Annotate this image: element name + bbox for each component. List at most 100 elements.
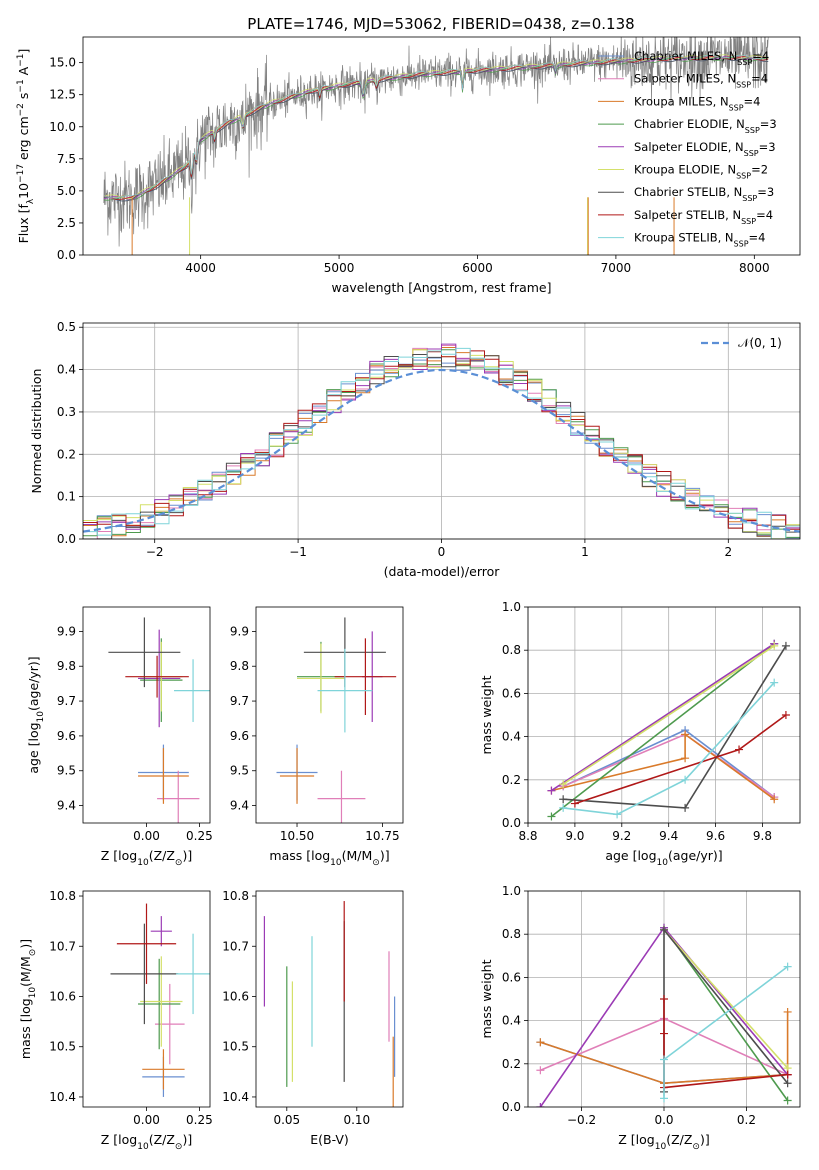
text-part: SSP [745, 126, 760, 135]
y-tick-label: 9.8 [230, 659, 249, 673]
x-tick-label: 9.6 [706, 829, 725, 843]
y-tick-label: 0.4 [502, 730, 521, 744]
y-axis-label: Normed distribution [29, 369, 44, 494]
text-part: erg cm [16, 116, 31, 164]
y-tick-label: 0.4 [57, 363, 76, 377]
legend-label-chabrier-stelib: Chabrier STELIB, NSSP=3 [634, 185, 774, 203]
text-part: =4 [751, 72, 768, 86]
y-tick-label: 0.8 [502, 927, 521, 941]
axes-frame [255, 606, 404, 824]
plot-area [110, 903, 210, 1097]
weight-marker-salpeter-stelib [570, 799, 579, 808]
y-axis-label: mass [log10(M/M⊙)] [18, 939, 38, 1059]
text-part: Chabrier MILES, N [634, 49, 737, 63]
text-part: Salpeter ELODIE, N [634, 140, 744, 154]
axes-frame [255, 890, 404, 1108]
weight-marker-chabrier-stelib [660, 925, 668, 934]
x-axis-label: Z [log10(Z/Z⊙)] [618, 1132, 709, 1152]
plot-area [263, 901, 396, 1107]
histogram-salpeter-elodie [83, 343, 800, 537]
y-tick-label: 10.7 [222, 939, 249, 953]
weight-line-salpeter-elodie [550, 643, 775, 792]
x-tick-label: 6000 [462, 261, 493, 275]
weight-marker-chabrier-stelib [783, 1079, 792, 1088]
y-tick-label: 9.5 [57, 764, 76, 778]
text-part: SSP [729, 103, 744, 112]
x-tick-label: 8.8 [518, 829, 537, 843]
text-part: =4 [752, 49, 769, 63]
weight-line-kroupa-miles [551, 732, 775, 800]
text-part: mass [log [269, 848, 330, 863]
x-tick-label: −2 [146, 545, 164, 559]
y-tick-label: 0.2 [502, 1057, 521, 1071]
text-part: ⊙ [372, 858, 380, 868]
legend-label-kroupa-elodie: Kroupa ELODIE, NSSP=2 [634, 163, 768, 181]
text-part: =3 [760, 117, 777, 131]
x-tick-label: 2 [724, 545, 732, 559]
weight-marker-salpeter-miles [536, 1066, 545, 1075]
text-part: )] [380, 848, 390, 863]
text-part: 10 [137, 1142, 149, 1152]
text-part: ⊙ [175, 858, 183, 868]
weight-marker-chabrier-elodie [547, 812, 556, 821]
spectrum-data-line [103, 37, 769, 247]
legend-label-salpeter-stelib: Salpeter STELIB, NSSP=4 [634, 208, 773, 226]
plot-area [276, 617, 397, 823]
axes-frame [82, 36, 801, 256]
y-tick-label: 10.8 [222, 889, 249, 903]
x-axis-label: mass [log10(M/M⊙)] [269, 848, 389, 868]
text-part: SSP [742, 194, 757, 203]
y-tick-label: 0.4 [502, 1014, 521, 1028]
y-tick-label: 9.6 [57, 729, 76, 743]
x-tick-label: 0.10 [343, 1113, 370, 1127]
y-tick-label: 0.6 [502, 686, 521, 700]
panel-weight-vs-z: −0.2 0.0 0.2 0.0 0.2 0.4 0.6 0.8 1.0 Z [log10(Z/Z… [479, 884, 801, 1152]
weight-line-chabrier-elodie [550, 643, 775, 818]
text-part: SSP [744, 148, 759, 157]
text-part: −1 [16, 79, 26, 92]
axes-frame [527, 890, 801, 1108]
weight-line-salpeter-stelib [663, 999, 788, 1089]
axes-frame [82, 322, 801, 540]
text-part: ⊙ [175, 1142, 183, 1152]
x-tick-label: 9.2 [612, 829, 631, 843]
text-part: 10 [28, 987, 38, 999]
weight-marker-kroupa-stelib [660, 1094, 668, 1103]
weight-line-kroupa-miles [540, 1012, 789, 1085]
plot-area [547, 639, 790, 821]
x-tick-label: 0.2 [737, 1113, 756, 1127]
x-tick-label: 0 [438, 545, 446, 559]
text-part: =3 [759, 140, 776, 154]
spectrum-legend: Chabrier MILES, N SSP =4 Salpeter MILES, N S… [598, 49, 777, 248]
panel-mass-vs-ebv: 0.05 0.10 10.4 10.5 10.6 10.7 10.8 E(B-V) [222, 889, 404, 1147]
y-tick-label: 9.9 [230, 624, 249, 638]
weight-marker-salpeter-elodie [547, 786, 556, 795]
text-part: SSP [741, 216, 756, 225]
x-tick-label: 0.25 [186, 1113, 213, 1127]
x-tick-label: 0.05 [273, 1113, 300, 1127]
legend-label-salpeter-elodie: Salpeter ELODIE, NSSP=3 [634, 140, 776, 158]
x-axis-label: (data-model)/error [384, 564, 501, 579]
y-tick-label: 10.6 [222, 989, 249, 1003]
y-tick-label: 0.0 [502, 1100, 521, 1114]
normal-curve [83, 368, 800, 533]
axes-frame [82, 890, 211, 1108]
weight-marker-salpeter-stelib [781, 711, 790, 719]
y-tick-label: 1.0 [502, 884, 521, 898]
y-tick-label: 10.8 [49, 889, 76, 903]
figure-title: PLATE=1746, MJD=53062, FIBERID=0438, z=0… [247, 15, 634, 33]
y-tick-label: 0.8 [502, 643, 521, 657]
text-part: ] [16, 49, 31, 54]
weight-marker-kroupa-elodie [559, 780, 568, 789]
y-tick-label: 0.0 [502, 816, 521, 830]
text-part: Salpeter STELIB, N [634, 208, 741, 222]
histogram-chabrier-stelib [83, 354, 800, 539]
text-part: =3 [757, 185, 774, 199]
weight-marker-kroupa-miles [681, 754, 690, 763]
weight-marker-kroupa-stelib [681, 775, 690, 784]
legend-label-kroupa-stelib: Kroupa STELIB, NSSP=4 [634, 231, 765, 249]
text-part: Salpeter MILES, N [634, 72, 736, 86]
text-part: (Z/Z [149, 1132, 175, 1147]
y-tick-label: 0.0 [57, 248, 76, 262]
